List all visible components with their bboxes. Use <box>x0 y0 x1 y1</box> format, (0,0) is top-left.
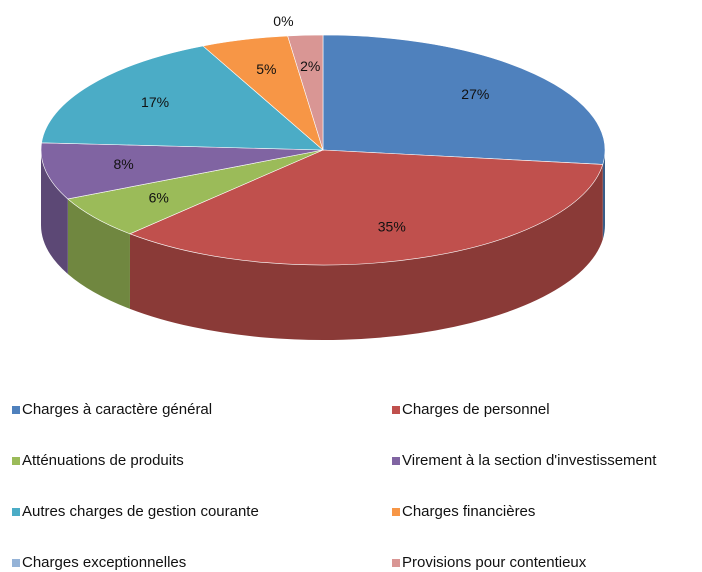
legend-label: Charges exceptionnelles <box>22 554 186 571</box>
legend-label: Atténuations de produits <box>22 452 184 469</box>
legend-swatch <box>392 508 400 516</box>
slice-side <box>602 150 605 240</box>
value-label: 5% <box>256 61 276 77</box>
legend-label: Charges de personnel <box>402 401 550 418</box>
pie-sides <box>41 150 605 340</box>
legend-label: Virement à la section d'investissement <box>402 452 657 469</box>
legend-swatch <box>12 559 20 567</box>
value-label: 0% <box>273 13 293 29</box>
legend-swatch <box>392 457 400 465</box>
value-label: 35% <box>378 219 406 235</box>
slice-side <box>67 198 130 309</box>
legend-swatch <box>392 559 400 567</box>
slice <box>287 34 324 151</box>
legend-swatch <box>12 457 20 465</box>
slice <box>129 149 604 266</box>
pie-tops <box>40 34 606 266</box>
legend: Charges à caractère général Charges de pe… <box>12 401 657 571</box>
value-label: 17% <box>141 94 169 110</box>
slice <box>41 45 324 151</box>
legend-label: Provisions pour contentieux <box>402 554 587 571</box>
value-label: 2% <box>300 58 320 74</box>
slice-side <box>129 164 603 340</box>
value-labels: 27% 35% 6% 8% 17% 5% 0% 2% <box>113 13 489 235</box>
value-label: 27% <box>461 86 489 102</box>
legend-swatch <box>12 406 20 414</box>
legend-swatch <box>12 508 20 516</box>
value-label: 6% <box>149 189 169 205</box>
legend-label: Charges à caractère général <box>22 401 212 418</box>
slice-side <box>41 150 68 274</box>
slice <box>40 142 324 200</box>
slice <box>322 34 606 165</box>
legend-label: Autres charges de gestion courante <box>22 503 259 520</box>
legend-swatch <box>392 406 400 414</box>
legend-label: Charges financières <box>402 503 535 520</box>
value-label: 8% <box>113 156 133 172</box>
